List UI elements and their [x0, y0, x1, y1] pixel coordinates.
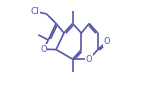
Text: O: O — [103, 37, 110, 46]
Text: O: O — [86, 55, 92, 64]
Text: Cl: Cl — [30, 7, 39, 16]
Text: O: O — [40, 45, 47, 54]
